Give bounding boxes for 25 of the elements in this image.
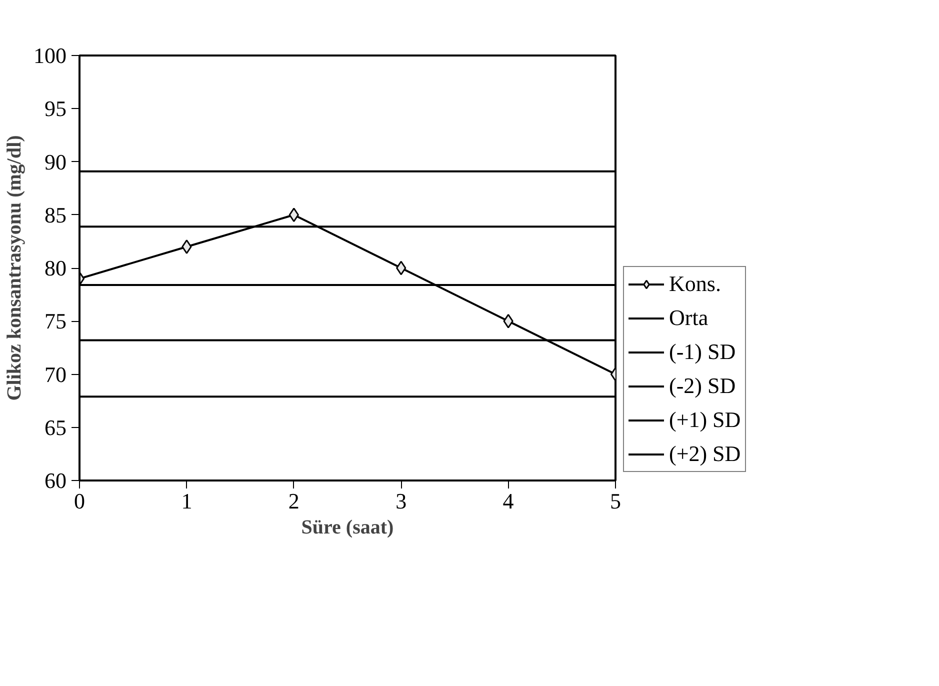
y-tick-label: 70 [44, 362, 66, 387]
y-axis-title: Glikoz konsantrasyonu (mg/dl) [4, 135, 26, 401]
x-tick-label: 5 [610, 488, 621, 514]
x-axis-title: Süre (saat) [301, 516, 394, 538]
point [396, 260, 406, 276]
x-tick-label: 1 [181, 488, 192, 514]
y-tick-label: 60 [44, 468, 66, 493]
x-tick-label: 3 [396, 488, 407, 514]
legend-label: (+1) SD [669, 407, 741, 433]
y-tick-label: 90 [44, 149, 66, 174]
x-tick-label: 0 [74, 488, 85, 514]
point [288, 208, 299, 222]
x-tick-label: 4 [502, 488, 514, 514]
legend-label: (-1) SD [669, 339, 736, 365]
legend-label: Kons. [669, 271, 721, 297]
legend-label: (+2) SD [669, 441, 741, 467]
legend-label: (-2) SD [669, 373, 736, 399]
y-tick-label: 100 [34, 43, 66, 68]
y-tick-label: 65 [44, 414, 66, 440]
y-tick-label: 80 [44, 256, 66, 280]
y-tick-label: 95 [44, 96, 66, 122]
legend-label: Orta [669, 305, 708, 331]
x-tick-label: 2 [288, 488, 300, 514]
y-tick-label: 85 [44, 202, 66, 228]
y-tick-label: 75 [44, 308, 66, 334]
